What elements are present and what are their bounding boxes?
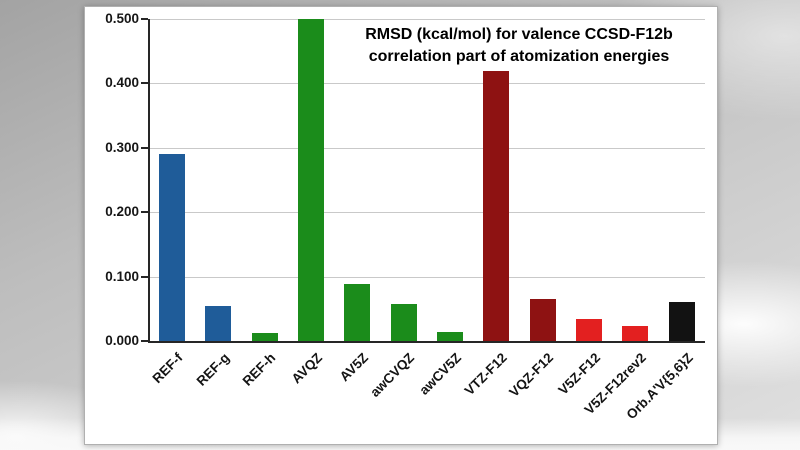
bar-cell-VQZ-F12 (520, 19, 566, 341)
gridline-0.400 (149, 83, 705, 85)
bar-V5Z-F12rev2 (622, 326, 649, 341)
bar-cell-REF-h (242, 19, 288, 341)
bar-REF-f (159, 154, 186, 341)
y-tick-0.000 (141, 340, 148, 342)
plot-area: 0.000 0.100 0.200 0.300 0.400 0.500 REF-f REF-… (105, 11, 705, 422)
y-tick-label-0.300: 0.300 (105, 139, 139, 155)
bar-awCVQZ (390, 304, 417, 341)
y-tick-0.400 (141, 82, 148, 85)
y-tick-0.300 (141, 146, 148, 149)
bar-AV5Z (344, 284, 371, 341)
chart-panel: 0.000 0.100 0.200 0.300 0.400 0.500 REF-f REF-… (84, 6, 718, 445)
bar-cell-VTZ-F12 (473, 19, 519, 341)
chart-title-line2: correlation part of atomization energies (368, 48, 670, 66)
bar-cell-awCV5Z (427, 19, 473, 341)
bars-layer (149, 19, 705, 341)
bar-VQZ-F12 (529, 299, 556, 341)
y-tick-label-0.400: 0.400 (105, 75, 139, 91)
x-label-awCVQZ: awCVQZ (367, 350, 418, 400)
chart-title: RMSD (kcal/mol) for valence CCSD-F12b co… (341, 24, 697, 69)
gridlines-layer: 0.000 0.100 0.200 0.300 0.400 0.500 (105, 11, 705, 348)
bar-awCV5Z (437, 331, 464, 341)
bar-AVQZ (298, 19, 325, 341)
gridline-0.100 (149, 276, 705, 278)
y-tick-0.200 (141, 211, 148, 214)
bar-cell-AV5Z (334, 19, 380, 341)
chart-title-line1: RMSD (kcal/mol) for valence CCSD-F12b (365, 26, 673, 43)
x-label-REF-h: REF-h (239, 350, 279, 389)
x-axis-line (148, 341, 705, 343)
y-tick-label-0.100: 0.100 (105, 268, 139, 284)
y-tick-label-0.200: 0.200 (105, 204, 139, 220)
x-label-VTZ-F12: VTZ-F12 (461, 350, 511, 399)
bar-cell-REF-f (149, 19, 195, 341)
bar-cell-awCVQZ (381, 19, 427, 341)
bar-cell-V5Z-F12rev2 (612, 19, 658, 341)
bar-cell-AVQZ (288, 19, 334, 341)
x-label-REF-g: REF-g (193, 350, 233, 389)
y-axis-line (148, 19, 150, 341)
x-label-VQZ-F12: VQZ-F12 (506, 350, 557, 400)
x-label-V5Z-F12: V5Z-F12 (555, 350, 603, 398)
x-label-awCV5Z: awCV5Z (416, 350, 464, 398)
x-label-AV5Z: AV5Z (336, 350, 372, 385)
y-tick-0.100 (141, 275, 148, 278)
bar-V5Z-F12 (576, 319, 603, 341)
bar-VTZ-F12 (483, 70, 510, 341)
bar-Orb.A'V{5,6}Z (668, 302, 695, 341)
bar-REF-h (251, 333, 278, 341)
bar-cell-REF-g (195, 19, 241, 341)
y-tick-label-0.000: 0.000 (105, 333, 139, 348)
x-axis-labels: REF-f REF-g REF-h AVQZ AV5Z awCVQZ awCV5Z VTZ-F… (149, 341, 705, 445)
y-tick-label-0.500: 0.500 (105, 11, 139, 26)
gridline-0.500 (149, 19, 705, 20)
bar-cell-Orb.A'V{5,6}Z (659, 19, 705, 341)
y-tick-0.500 (141, 18, 148, 20)
bar-cell-V5Z-F12 (566, 19, 612, 341)
bar-REF-g (205, 305, 232, 341)
gridline-0.300 (149, 147, 705, 149)
x-label-REF-f: REF-f (149, 350, 186, 387)
x-label-AVQZ: AVQZ (288, 350, 325, 387)
gridline-0.200 (149, 212, 705, 214)
